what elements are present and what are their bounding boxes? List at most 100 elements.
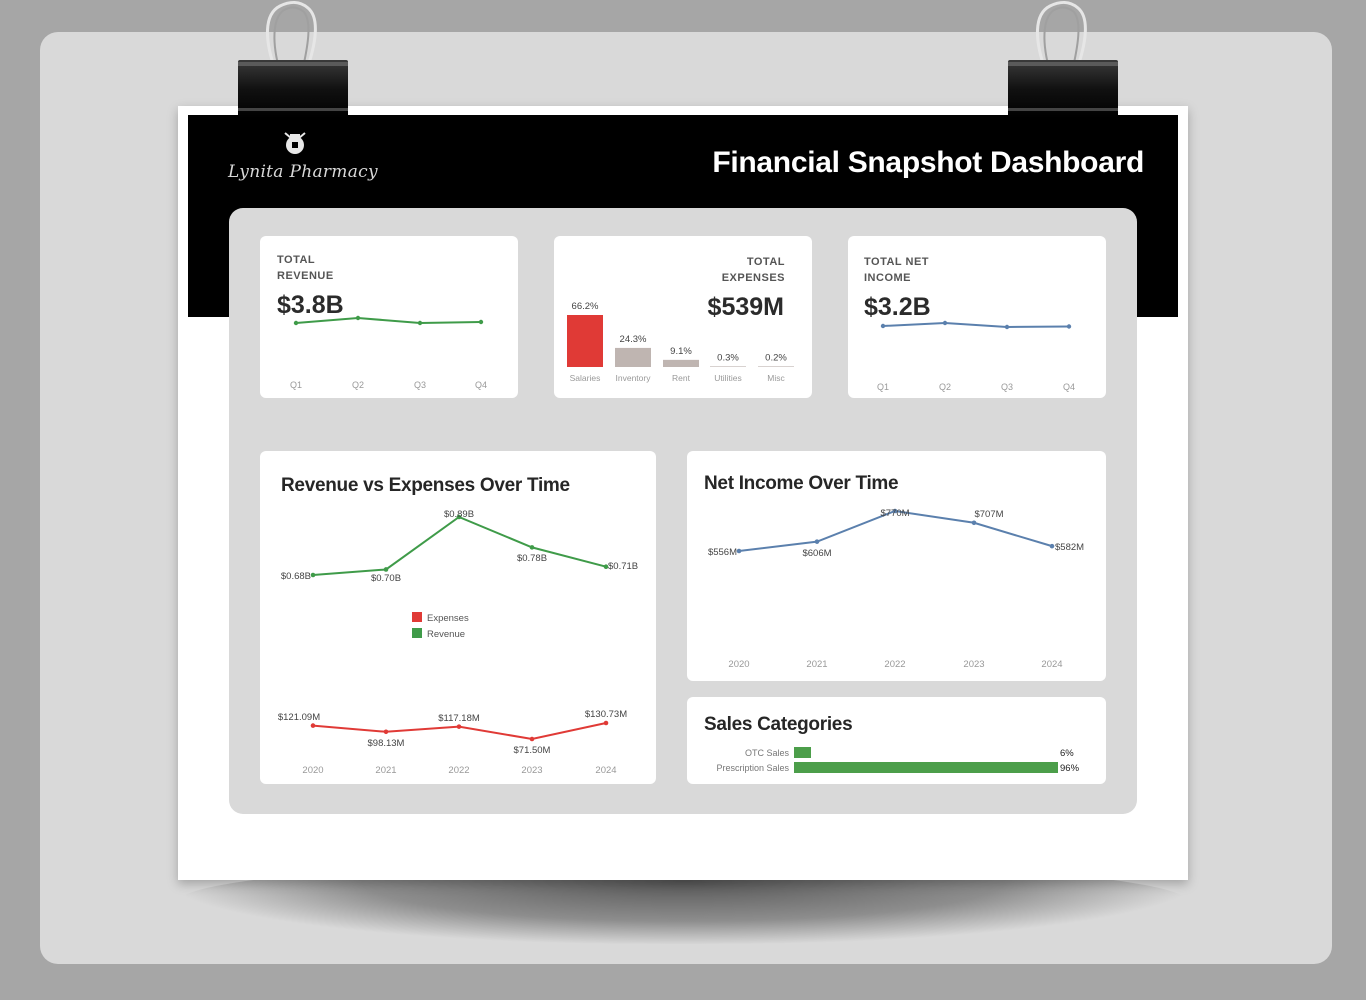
total-revenue-label-line1: TOTAL <box>277 254 316 266</box>
revenue-quarter-point <box>355 315 361 321</box>
net-income-quarter-tick-label: Q2 <box>939 382 951 392</box>
year-tick-label: 2020 <box>728 659 749 670</box>
expense-bar <box>567 315 603 367</box>
expense-value-label: 24.3% <box>620 334 647 345</box>
sales-category-label: Prescription Sales <box>716 763 789 773</box>
expense-value-label: 66.2% <box>572 301 599 312</box>
net-income-quarter-point <box>1004 324 1010 330</box>
total-net-income-label-line1: TOTAL NET <box>864 256 929 268</box>
expenses-point <box>383 729 389 735</box>
dashboard-title: Financial Snapshot Dashboard <box>712 146 1144 179</box>
total-revenue-value: $3.8B <box>277 291 344 319</box>
legend-swatch-revenue <box>412 628 422 638</box>
year-tick-label: 2023 <box>521 765 542 776</box>
revenue-quarter-point <box>293 320 299 326</box>
net-income-data-label: $770M <box>880 508 909 519</box>
revenue-vs-expenses-chart: $0.68B $0.70B $0.89B $0.78B $0.71B $121.09M 20… <box>278 509 638 776</box>
sales-categories-card: Sales Categories OTC Sales 6% Prescription… <box>687 697 1106 784</box>
revenue-point <box>529 545 535 550</box>
revenue-quarter-tick-label: Q1 <box>290 380 302 390</box>
expense-value-label: 0.3% <box>717 352 739 363</box>
revenue-quarter-point <box>417 320 423 326</box>
revenue-quarter-tick-label: Q4 <box>475 380 487 390</box>
year-tick-label: 2022 <box>448 765 469 776</box>
revenue-quarter-line <box>295 316 482 325</box>
net-income-quarter-line <box>882 321 1070 329</box>
binder-clip-left-icon <box>238 1 348 118</box>
revenue-data-label: $0.78B <box>517 553 547 564</box>
expenses-point <box>529 736 535 742</box>
net-income-data-label: $707M <box>974 509 1003 520</box>
expense-category-label: Salaries <box>570 373 601 383</box>
expense-bar <box>663 359 699 367</box>
revenue-vs-expenses-title: Revenue vs Expenses Over Time <box>281 475 570 496</box>
total-revenue-card: TOTAL REVENUE $3.8B Q1 Q2 Q3 Q4 <box>260 236 518 398</box>
revenue-point <box>310 572 316 578</box>
net-income-over-time-chart: $556M 2020 $606M 2021 $770M 2022 $707M 2023 $582… <box>708 508 1084 670</box>
revenue-point <box>603 564 609 570</box>
expense-value-label: 0.2% <box>765 352 787 363</box>
revenue-quarter-point <box>478 319 484 325</box>
revenue-sparkline: Q1 Q2 Q3 Q4 <box>290 315 487 390</box>
net-income-point <box>971 520 977 526</box>
expenses-bar-chart: 66.2% Salaries 24.3% Inventory 9.1% Rent 0.3% U… <box>567 301 794 383</box>
expenses-point <box>310 723 316 728</box>
year-tick-label: 2024 <box>595 765 616 776</box>
expense-bar <box>710 366 746 367</box>
legend-label-expenses: Expenses <box>427 613 469 624</box>
total-expenses-label: TOTAL EXPENSES <box>722 254 785 286</box>
net-income-quarter-tick-label: Q3 <box>1001 382 1013 392</box>
expense-category-label: Rent <box>672 373 691 383</box>
net-income-point <box>892 508 898 514</box>
year-tick-label: 2021 <box>375 765 396 776</box>
net-income-quarter-point <box>880 323 886 329</box>
revenue-quarter-tick-label: Q2 <box>352 380 364 390</box>
total-net-income-label: TOTAL NET INCOME <box>864 254 929 286</box>
revenue-point <box>383 567 389 572</box>
net-income-over-time-title: Net Income Over Time <box>704 473 899 494</box>
net-income-data-label: $556M <box>708 547 737 558</box>
revenue-data-label: $0.89B <box>444 509 474 520</box>
expense-category-label: Misc <box>767 373 785 383</box>
net-income-data-label: $582M <box>1055 542 1084 553</box>
year-tick-label: 2022 <box>884 659 905 670</box>
revenue-series-line <box>312 515 607 576</box>
expense-bar <box>615 347 651 367</box>
expenses-data-label: $117.18M <box>438 713 480 724</box>
net-income-point <box>736 548 742 554</box>
total-revenue-label: TOTAL REVENUE <box>277 252 334 284</box>
net-income-data-label: $606M <box>802 548 831 559</box>
total-revenue-label-line2: REVENUE <box>277 270 334 282</box>
sales-bar <box>794 762 1058 773</box>
pharmacy-logo: Lynita Pharmacy <box>228 128 378 188</box>
year-tick-label: 2021 <box>806 659 827 670</box>
logo-text: Lynita Pharmacy <box>228 162 378 182</box>
expense-category-label: Inventory <box>616 373 652 383</box>
revenue-data-label: $0.71B <box>608 561 638 572</box>
expenses-data-label: $121.09M <box>278 712 320 723</box>
revenue-data-label: $0.68B <box>281 571 311 582</box>
net-income-quarter-point <box>942 320 948 326</box>
total-net-income-value: $3.2B <box>864 293 931 321</box>
total-expenses-label-line2: EXPENSES <box>721 272 785 284</box>
net-income-point <box>814 539 820 544</box>
expenses-data-label: $130.73M <box>585 709 627 720</box>
revenue-quarter-tick-label: Q3 <box>414 380 426 390</box>
net-income-sparkline: Q1 Q2 Q3 Q4 <box>877 320 1075 392</box>
year-tick-label: 2024 <box>1041 659 1062 670</box>
binder-clip-right-icon <box>1008 1 1118 118</box>
expenses-point <box>456 724 462 729</box>
total-net-income-label-line2: INCOME <box>864 272 911 284</box>
expenses-data-label: $71.50M <box>514 745 551 756</box>
total-expenses-label-line1: TOTAL <box>746 256 785 268</box>
year-tick-label: 2020 <box>302 765 323 776</box>
expense-category-label: Utilities <box>714 373 741 383</box>
sales-categories-title: Sales Categories <box>704 714 853 735</box>
sales-category-label: OTC Sales <box>745 748 790 758</box>
net-income-over-time-card: Net Income Over Time $556M 2020 $606M 2021 $… <box>687 451 1106 681</box>
total-expenses-card: TOTAL EXPENSES $539M 66.2% Salaries 24.3% I… <box>554 236 812 398</box>
net-income-point <box>1049 543 1055 549</box>
expenses-point <box>603 720 609 726</box>
revenue-vs-expenses-card: Revenue vs Expenses Over Time $0.68B $0.7… <box>260 451 656 784</box>
expenses-data-label: $98.13M <box>368 738 405 749</box>
